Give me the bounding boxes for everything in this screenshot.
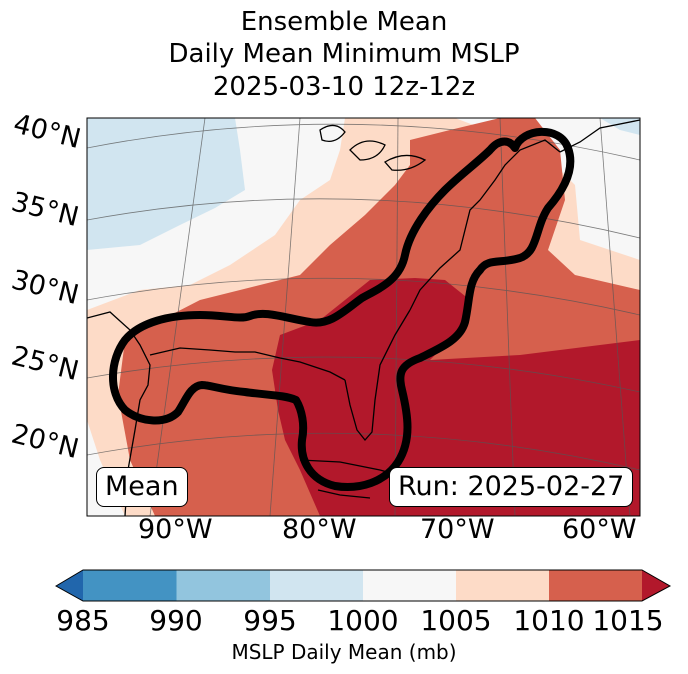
run-date-badge: Run: 2025-02-27 xyxy=(389,467,634,507)
title-line-1: Ensemble Mean xyxy=(240,7,448,37)
lon-label-60w: 60°W xyxy=(562,514,637,545)
colorbar-bin xyxy=(363,570,456,601)
title-line-2: Daily Mean Minimum MSLP xyxy=(168,39,520,69)
colorbar-tick-label: 1010 xyxy=(513,604,585,637)
map-frame xyxy=(86,117,641,517)
colorbar-bin xyxy=(83,570,177,601)
colorbar-tick-label: 990 xyxy=(149,604,203,637)
map-area xyxy=(87,118,640,516)
colorbar-tick-label: 985 xyxy=(56,604,110,637)
colorbar-tick-label: 995 xyxy=(243,604,297,637)
contour-1015-outline xyxy=(109,127,575,491)
colorbar-tick-label: 1005 xyxy=(420,604,492,637)
lon-label-80w: 80°W xyxy=(282,514,357,545)
graticule xyxy=(87,118,640,516)
lon-label-90w: 90°W xyxy=(138,514,213,545)
colorbar-bin xyxy=(549,570,642,601)
mean-badge: Mean xyxy=(96,467,188,507)
lon-label-70w: 70°W xyxy=(420,514,495,545)
coastlines xyxy=(87,119,640,516)
colorbar-under-arrow xyxy=(56,570,83,601)
field-over-1015 xyxy=(272,278,640,516)
colorbar-over-arrow xyxy=(642,570,670,601)
colorbar-bin xyxy=(270,570,363,601)
colorbar-bin xyxy=(456,570,549,601)
title-line-3: 2025-03-10 12z-12z xyxy=(212,72,476,102)
colorbar-bin xyxy=(176,570,270,601)
field-995-1000-northwest xyxy=(87,118,245,250)
colorbar-outline xyxy=(54,569,672,602)
colorbar-tick-label: 1015 xyxy=(592,604,664,637)
colorbar xyxy=(54,569,672,602)
colorbar-tick-label: 1000 xyxy=(327,604,399,637)
colorbar-label: MSLP Daily Mean (mb) xyxy=(231,640,457,664)
